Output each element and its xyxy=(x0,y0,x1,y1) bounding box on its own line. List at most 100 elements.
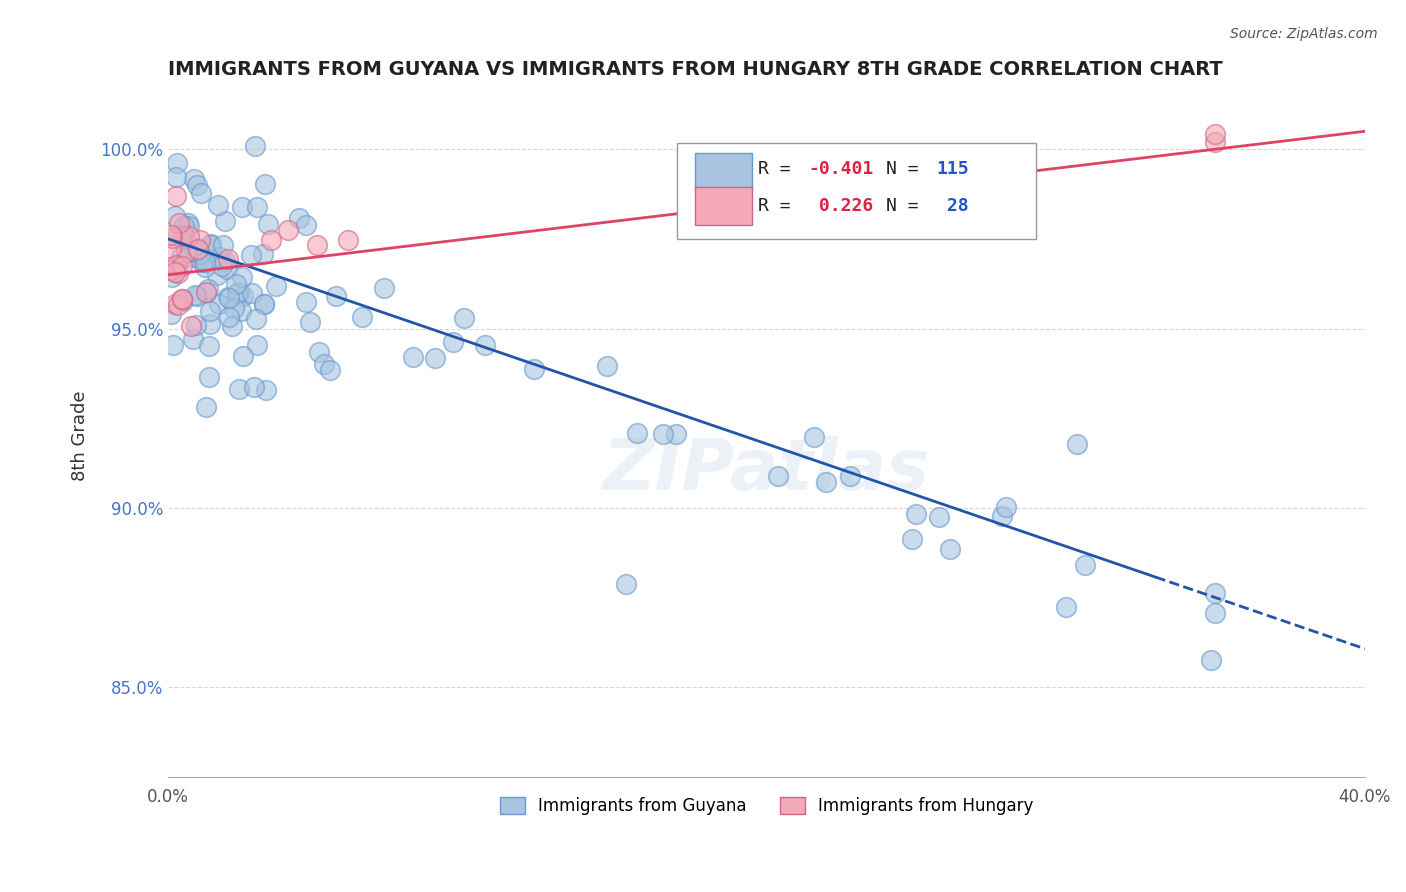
Point xyxy=(626,426,648,441)
Point xyxy=(163,262,186,277)
Point xyxy=(319,363,342,377)
Point xyxy=(298,315,321,329)
Point xyxy=(172,227,194,242)
Point xyxy=(768,469,790,483)
Point xyxy=(1204,128,1226,142)
Point xyxy=(188,233,211,247)
Point xyxy=(207,268,229,282)
Point xyxy=(198,318,221,332)
Point xyxy=(195,400,218,414)
Point xyxy=(336,233,359,247)
Point xyxy=(167,216,190,230)
Point xyxy=(165,189,187,203)
Point xyxy=(166,228,188,243)
Point xyxy=(815,475,838,490)
Point xyxy=(441,334,464,349)
Point xyxy=(905,507,928,521)
Point xyxy=(162,337,184,351)
Point xyxy=(174,245,197,260)
Point xyxy=(200,237,222,252)
Point xyxy=(197,282,219,296)
Point xyxy=(217,252,239,267)
Point xyxy=(295,218,318,232)
Point xyxy=(228,285,250,299)
Point xyxy=(177,219,200,233)
Point xyxy=(231,200,253,214)
Point xyxy=(231,304,253,318)
Point xyxy=(900,532,922,546)
Point xyxy=(246,338,269,352)
Point xyxy=(1199,652,1222,666)
Point xyxy=(232,349,254,363)
Point xyxy=(264,278,287,293)
Point xyxy=(305,238,328,252)
Point xyxy=(228,383,250,397)
Text: ZIPatlas: ZIPatlas xyxy=(603,435,931,505)
Point xyxy=(165,170,187,185)
Point xyxy=(207,198,229,212)
Point xyxy=(184,288,207,302)
Point xyxy=(994,500,1017,514)
Text: R =: R = xyxy=(758,160,801,178)
Point xyxy=(240,285,263,300)
Point xyxy=(325,289,347,303)
Point xyxy=(239,248,262,262)
Point xyxy=(257,217,280,231)
Point xyxy=(928,510,950,524)
Point xyxy=(217,290,239,304)
Point xyxy=(163,297,186,311)
Point xyxy=(665,427,688,442)
Point xyxy=(165,265,187,279)
Point xyxy=(186,243,208,257)
Point xyxy=(253,297,276,311)
Point xyxy=(160,270,183,285)
Point xyxy=(166,266,188,280)
Point xyxy=(209,250,232,264)
Point xyxy=(160,227,183,242)
Point xyxy=(425,351,447,366)
Point xyxy=(200,241,222,255)
Point xyxy=(183,172,205,186)
Point xyxy=(453,310,475,325)
Point xyxy=(246,201,269,215)
Point xyxy=(198,304,221,318)
Point xyxy=(1204,586,1226,600)
Point xyxy=(172,294,194,309)
Point xyxy=(839,469,862,483)
Point xyxy=(243,139,266,153)
Point xyxy=(160,241,183,255)
Point xyxy=(194,285,217,300)
Point xyxy=(176,235,198,250)
Point xyxy=(173,229,195,244)
Point xyxy=(253,297,276,311)
Point xyxy=(208,297,231,311)
Point xyxy=(245,312,267,326)
Point xyxy=(1204,135,1226,149)
Point xyxy=(1054,600,1077,615)
Point xyxy=(803,430,825,444)
Point xyxy=(308,344,330,359)
Point xyxy=(231,270,253,285)
Point xyxy=(260,234,283,248)
Point xyxy=(252,247,274,261)
FancyBboxPatch shape xyxy=(676,143,1036,238)
Point xyxy=(170,250,193,264)
Text: Source: ZipAtlas.com: Source: ZipAtlas.com xyxy=(1230,27,1378,41)
Point xyxy=(225,277,247,291)
Point xyxy=(1073,558,1095,572)
Text: 115: 115 xyxy=(936,160,969,178)
Point xyxy=(312,357,335,371)
Point xyxy=(160,231,183,245)
Point xyxy=(232,289,254,303)
Y-axis label: 8th Grade: 8th Grade xyxy=(72,391,89,482)
Text: IMMIGRANTS FROM GUYANA VS IMMIGRANTS FROM HUNGARY 8TH GRADE CORRELATION CHART: IMMIGRANTS FROM GUYANA VS IMMIGRANTS FRO… xyxy=(169,60,1223,78)
Point xyxy=(218,310,240,325)
Point xyxy=(194,254,217,268)
Point xyxy=(183,332,205,346)
Point xyxy=(295,295,318,310)
Point xyxy=(211,259,233,273)
Point xyxy=(176,216,198,230)
Point xyxy=(242,379,264,393)
Point xyxy=(179,250,201,264)
Point xyxy=(187,243,209,257)
